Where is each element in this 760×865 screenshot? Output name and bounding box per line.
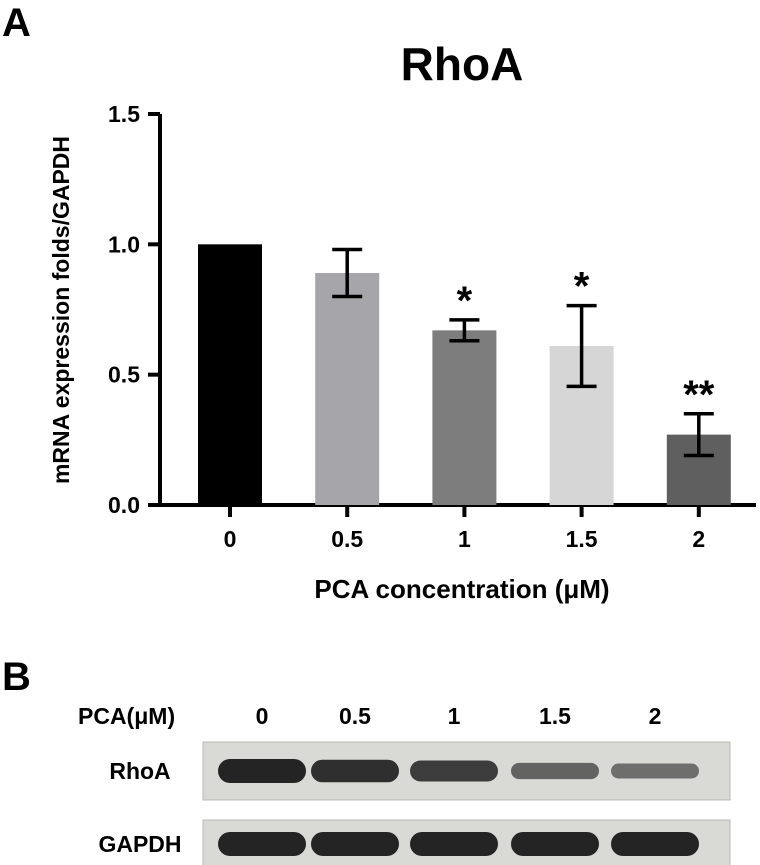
y-axis-label: mRNA expression folds/GAPDH: [48, 136, 74, 484]
plot-area: 0.0 0.5 1.0 1.5 0 0.5 1 * 1.5 * 2 **: [108, 101, 756, 552]
x-tick-label: 0: [224, 526, 237, 552]
blot-band: [218, 832, 306, 856]
lane-label: 0: [256, 703, 269, 729]
blot-band: [511, 762, 599, 780]
lane-label: 1: [448, 703, 461, 729]
blot-band: [611, 763, 699, 779]
y-tick-label: 1.0: [108, 231, 140, 257]
blot-row-label: RhoA: [109, 758, 170, 784]
y-tick-label: 1.5: [108, 101, 140, 127]
blot-band: [511, 832, 599, 856]
bar: [198, 244, 262, 506]
x-tick-label: 1: [458, 526, 471, 552]
panel-a-label: A: [2, 1, 31, 45]
panel-b-label: B: [2, 655, 31, 699]
lane-label: 1.5: [539, 703, 571, 729]
significance-label: *: [574, 265, 590, 309]
blot-band: [218, 759, 306, 783]
blot-band: [311, 759, 399, 783]
blot-band: [311, 832, 399, 856]
bar: [432, 330, 497, 505]
lane-label: 2: [649, 703, 662, 729]
blot-band: [410, 760, 498, 782]
bar: [315, 273, 380, 505]
x-tick-label: 2: [692, 526, 705, 552]
blot-band: [611, 832, 699, 856]
western-blot: 0 0.5 1 1.5 2 RhoA GAPDH: [98, 703, 731, 865]
significance-label: **: [683, 373, 715, 417]
blot-row-label: GAPDH: [98, 831, 181, 857]
y-tick-label: 0.0: [108, 492, 140, 518]
x-tick-label: 1.5: [566, 526, 598, 552]
chart-title: RhoA: [401, 38, 524, 90]
blot-band: [410, 832, 498, 856]
significance-label: *: [457, 279, 473, 323]
y-tick-label: 0.5: [108, 362, 140, 388]
lane-label: 0.5: [339, 703, 371, 729]
x-axis-label: PCA concentration (μM): [314, 574, 609, 604]
x-tick-label: 0.5: [331, 526, 363, 552]
western-header-label: PCA(μM): [78, 703, 175, 729]
